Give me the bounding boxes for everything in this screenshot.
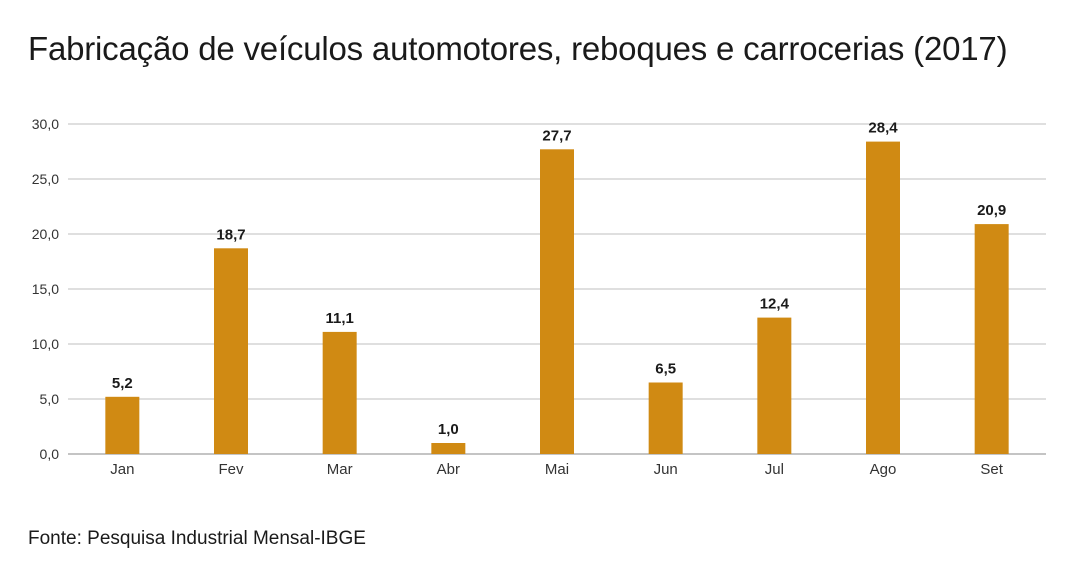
y-tick-label: 10,0 bbox=[32, 336, 59, 352]
x-tick-label-jun: Jun bbox=[654, 461, 678, 478]
x-tick-label-mar: Mar bbox=[327, 461, 353, 478]
data-label-jan: 5,2 bbox=[112, 375, 133, 392]
bar-jan bbox=[105, 396, 140, 454]
y-tick-label: 30,0 bbox=[32, 116, 59, 132]
bar-jul bbox=[757, 317, 792, 454]
y-tick-label: 5,0 bbox=[40, 391, 60, 407]
bar-ago bbox=[866, 141, 900, 454]
data-label-fev: 18,7 bbox=[216, 226, 245, 243]
x-tick-label-fev: Fev bbox=[218, 461, 244, 478]
bar-mai bbox=[540, 149, 574, 455]
bar-jun bbox=[648, 382, 683, 454]
bar-set bbox=[974, 224, 1009, 454]
chart-title: Fabricação de veículos automotores, rebo… bbox=[28, 30, 1008, 67]
bar-chart: 0,0 5,0 10,0 15,0 20,0 25,0 30,0 5,2 18,7 11,1 1,… bbox=[32, 116, 1046, 478]
data-labels: 5,2 18,7 11,1 1,0 27,7 6,5 12,4 28,4 20,9 bbox=[112, 120, 1006, 438]
data-label-jun: 6,5 bbox=[655, 361, 676, 378]
y-tick-label: 15,0 bbox=[32, 281, 59, 297]
x-tick-label-set: Set bbox=[980, 461, 1003, 478]
bar-fev bbox=[214, 248, 248, 454]
y-axis: 0,0 5,0 10,0 15,0 20,0 25,0 30,0 bbox=[32, 116, 59, 462]
y-tick-label: 20,0 bbox=[32, 226, 59, 242]
x-tick-label-mai: Mai bbox=[545, 461, 569, 478]
data-label-jul: 12,4 bbox=[760, 296, 790, 313]
bars bbox=[105, 141, 1009, 455]
x-tick-label-abr: Abr bbox=[437, 461, 460, 478]
data-label-mar: 11,1 bbox=[325, 310, 353, 327]
source-note: Fonte: Pesquisa Industrial Mensal-IBGE bbox=[28, 528, 366, 549]
x-tick-label-jan: Jan bbox=[110, 461, 134, 478]
data-label-set: 20,9 bbox=[977, 202, 1006, 219]
x-axis: Jan Fev Mar Abr Mai Jun Jul Ago Set bbox=[110, 461, 1004, 478]
y-tick-label: 0,0 bbox=[40, 446, 60, 462]
bar-mar bbox=[322, 331, 357, 454]
bar-abr bbox=[431, 443, 466, 454]
y-tick-label: 25,0 bbox=[32, 171, 59, 187]
data-label-abr: 1,0 bbox=[438, 421, 459, 438]
x-tick-label-ago: Ago bbox=[870, 461, 897, 478]
x-tick-label-jul: Jul bbox=[765, 461, 784, 478]
data-label-ago: 28,4 bbox=[868, 120, 898, 137]
data-label-mai: 27,7 bbox=[542, 127, 571, 144]
